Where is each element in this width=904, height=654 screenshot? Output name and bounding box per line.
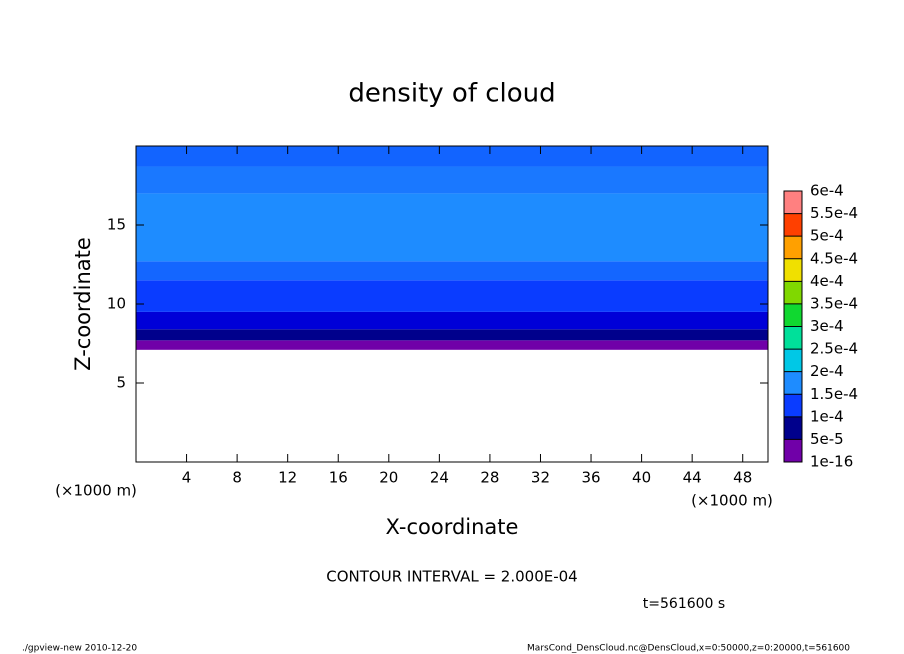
- colorbar-swatch: [784, 281, 802, 304]
- x-tick-label: 28: [480, 469, 499, 487]
- colorbar-label: 1e-16: [810, 453, 853, 471]
- colorbar-swatch: [784, 326, 802, 350]
- x-tick-label: 8: [232, 469, 242, 487]
- colorbar-label: 2.5e-4: [810, 340, 858, 358]
- chart-title: density of cloud: [348, 79, 555, 109]
- colorbar-swatch: [784, 349, 802, 372]
- colorbar-swatch: [784, 258, 802, 282]
- colorbar-swatch: [784, 439, 802, 462]
- y-tick-label: 15: [107, 216, 126, 234]
- y-axis-label: Z-coordinate: [71, 237, 95, 371]
- colorbar-label: 2e-4: [810, 362, 844, 380]
- colorbar-swatch: [784, 416, 802, 440]
- footer-left: ./gpview-new 2010-12-20: [22, 644, 137, 654]
- colorbar-swatch: [784, 236, 802, 259]
- colorbar-swatch: [784, 371, 802, 395]
- x-tick-label: 12: [278, 469, 297, 487]
- y-unit: (×1000 m): [55, 482, 137, 500]
- x-tick-label: 36: [581, 469, 600, 487]
- contour-band: [136, 280, 768, 312]
- colorbar-label: 5e-4: [810, 227, 844, 245]
- footer-right: MarsCond_DensCloud.nc@DensCloud,x=0:5000…: [527, 644, 850, 654]
- contour-band: [136, 146, 768, 167]
- x-tick-label: 16: [329, 469, 348, 487]
- x-tick-label: 44: [683, 469, 702, 487]
- contour-band: [136, 340, 768, 350]
- colorbar-label: 1e-4: [810, 407, 844, 425]
- x-unit: (×1000 m): [691, 492, 773, 510]
- contour-band: [136, 329, 768, 341]
- contour-band: [136, 193, 768, 262]
- time-label: t=561600 s: [643, 596, 725, 612]
- colorbar-label: 5e-5: [810, 430, 844, 448]
- x-tick-label: 40: [632, 469, 651, 487]
- colorbar-swatch: [784, 394, 802, 417]
- colorbar-label: 5.5e-4: [810, 204, 858, 222]
- colorbar-label: 1.5e-4: [810, 385, 858, 403]
- x-tick-label: 32: [531, 469, 550, 487]
- x-tick-label: 24: [430, 469, 449, 487]
- x-tick-label: 20: [379, 469, 398, 487]
- colorbar-swatch: [784, 303, 802, 327]
- y-tick-label: 5: [116, 374, 126, 392]
- x-tick-label: 4: [182, 469, 192, 487]
- contour-band: [136, 166, 768, 194]
- colorbar-label: 6e-4: [810, 182, 844, 200]
- colorbar-label: 3e-4: [810, 317, 844, 335]
- colorbar-swatch: [784, 191, 802, 214]
- y-tick-label: 10: [107, 295, 126, 313]
- colorbar-swatch: [784, 213, 802, 237]
- x-tick-label: 48: [733, 469, 752, 487]
- contour-band: [136, 261, 768, 281]
- contour-interval: CONTOUR INTERVAL = 2.000E-04: [326, 568, 577, 586]
- contour-band: [136, 311, 768, 330]
- colorbar-label: 4e-4: [810, 272, 844, 290]
- colorbar-label: 4.5e-4: [810, 249, 858, 267]
- x-axis-label: X-coordinate: [386, 515, 519, 539]
- colorbar-label: 3.5e-4: [810, 294, 858, 312]
